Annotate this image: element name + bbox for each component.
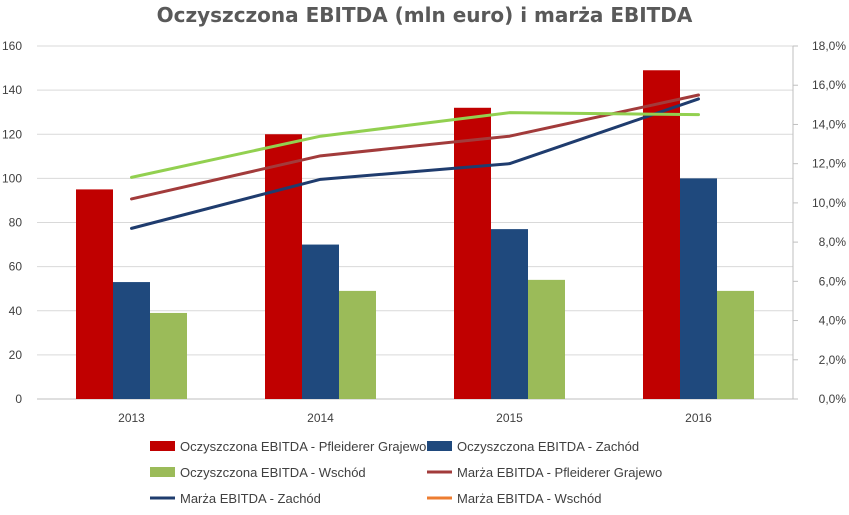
bar (76, 189, 113, 399)
y2-tick-label: 0,0% (819, 392, 847, 406)
bar-series (76, 70, 754, 400)
bar (150, 312, 187, 399)
y2-tick-label: 10,0% (812, 196, 846, 210)
series-line (130, 111, 700, 179)
legend: Oczyszczona EBITDA - Pfleiderer Grajewo O… (150, 439, 662, 506)
axes: 0 20 40 60 80 100 120 140 160 0,0% 2,0% 4,0% 6,0% 8,0… (2, 39, 846, 425)
legend-label: Oczyszczona EBITDA - Wschód (180, 465, 366, 480)
y-tick-label: 100 (2, 171, 22, 185)
line-series (130, 93, 700, 230)
bar (643, 70, 680, 400)
x-tick-label: 2015 (496, 411, 523, 425)
legend-label: Oczyszczona EBITDA - Pfleiderer Grajewo (180, 439, 426, 454)
bar (491, 229, 528, 399)
series-line (130, 97, 700, 230)
legend-label: Marża EBITDA - Wschód (457, 491, 601, 506)
x-tick-label: 2014 (307, 411, 334, 425)
y2-tick-label: 6,0% (819, 274, 847, 288)
y2-tick-label: 2,0% (819, 353, 847, 367)
legend-label: Marża EBITDA - Pfleiderer Grajewo (457, 465, 662, 480)
bar (302, 244, 339, 399)
legend-label: Marża EBITDA - Zachód (180, 491, 321, 506)
legend-swatch (150, 467, 175, 477)
y2-tick-label: 4,0% (819, 314, 847, 328)
y-tick-label: 60 (9, 260, 23, 274)
chart-title: Oczyszczona EBITDA (mln euro) i marża EB… (157, 3, 693, 27)
y-tick-label: 120 (2, 127, 22, 141)
bar (454, 107, 491, 400)
y-tick-label: 140 (2, 83, 22, 97)
y-tick-label: 80 (9, 216, 23, 230)
y2-tick-label: 14,0% (812, 117, 846, 131)
legend-swatch (427, 441, 452, 451)
legend-swatch (150, 441, 175, 451)
y-tick-label: 40 (9, 304, 23, 318)
y-tick-label: 160 (2, 39, 22, 53)
bar (339, 290, 376, 399)
y2-tick-label: 8,0% (819, 235, 847, 249)
bar (680, 178, 717, 399)
y2-tick-label: 16,0% (812, 78, 846, 92)
y-tick-label: 20 (9, 348, 23, 362)
y2-tick-label: 12,0% (812, 157, 846, 171)
x-tick-label: 2013 (118, 411, 145, 425)
legend-label: Oczyszczona EBITDA - Zachód (457, 439, 639, 454)
bar (528, 279, 565, 399)
bar (265, 134, 302, 399)
series-line (130, 93, 700, 201)
x-tick-label: 2016 (685, 411, 712, 425)
bar (113, 282, 150, 399)
y2-tick-label: 18,0% (812, 39, 846, 53)
y-tick-label: 0 (15, 392, 22, 406)
bar (717, 290, 754, 399)
